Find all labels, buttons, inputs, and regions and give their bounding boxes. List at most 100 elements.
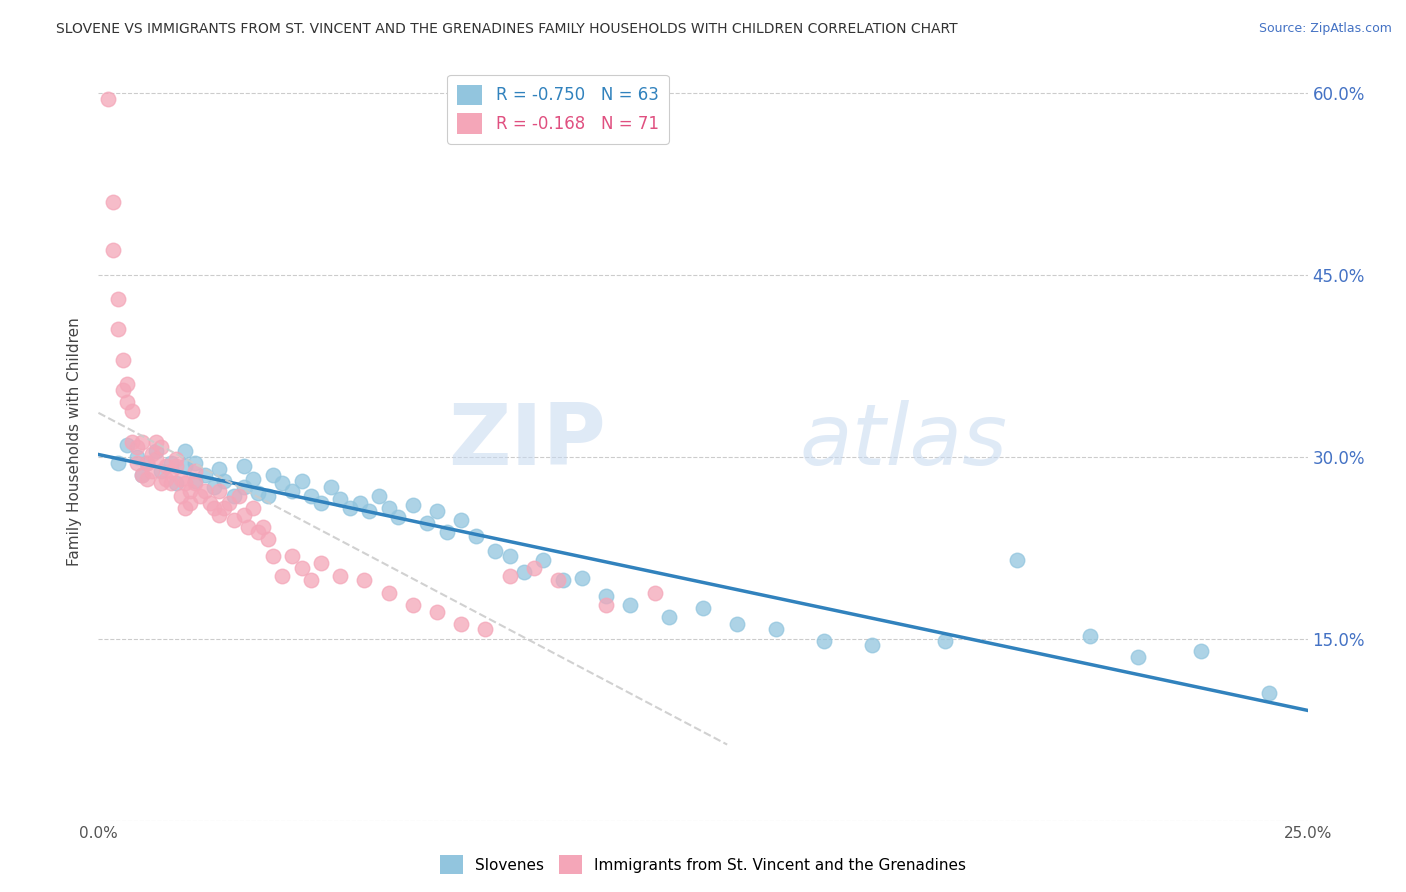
Point (484, 544, 506, 558)
Y-axis label: Family Households with Children: Family Households with Children (67, 318, 83, 566)
Point (464, 528, 486, 542)
Point (353, 574, 375, 588)
Point (145, 435, 167, 450)
Point (150, 476, 173, 491)
Point (208, 483, 231, 498)
Point (242, 471, 264, 485)
Point (232, 480, 254, 494)
Point (179, 483, 201, 498)
Point (513, 565, 536, 579)
Point (160, 476, 183, 491)
Text: Source: ZipAtlas.com: Source: ZipAtlas.com (1258, 22, 1392, 36)
Point (290, 561, 312, 575)
Point (247, 524, 270, 539)
Point (547, 574, 569, 588)
Point (644, 585, 666, 599)
Point (121, 435, 143, 450)
Point (299, 489, 322, 503)
Point (1189, 644, 1212, 658)
Point (121, 403, 143, 417)
Point (1078, 629, 1101, 643)
Point (127, 440, 149, 454)
Point (813, 634, 835, 648)
Point (160, 456, 183, 470)
Point (281, 483, 304, 498)
Point (262, 467, 284, 482)
Point (198, 496, 221, 510)
Point (204, 500, 226, 515)
Point (377, 585, 399, 599)
Point (242, 500, 264, 515)
Point (131, 435, 153, 450)
Point (141, 464, 163, 478)
Point (165, 476, 187, 491)
Point (165, 452, 187, 467)
Point (339, 500, 361, 515)
Point (155, 471, 177, 485)
Point (212, 500, 235, 515)
Point (117, 395, 139, 409)
Point (165, 459, 187, 474)
Point (155, 459, 177, 474)
Point (174, 476, 197, 491)
Legend: Slovenes, Immigrants from St. Vincent and the Grenadines: Slovenes, Immigrants from St. Vincent an… (433, 849, 973, 880)
Point (450, 513, 472, 527)
Point (498, 549, 520, 564)
Point (111, 352, 134, 367)
Point (523, 561, 546, 575)
Point (174, 443, 197, 458)
Point (309, 557, 332, 571)
Point (387, 510, 409, 524)
Point (97, 92, 120, 106)
Point (145, 452, 167, 467)
Point (247, 486, 270, 500)
Point (212, 474, 235, 488)
Point (238, 520, 260, 534)
Point (377, 500, 399, 515)
Point (127, 456, 149, 470)
Point (1007, 553, 1029, 567)
Point (319, 480, 342, 494)
Point (658, 610, 681, 624)
Point (256, 489, 278, 503)
Point (860, 638, 883, 652)
Point (169, 489, 191, 503)
Point (208, 508, 231, 522)
Point (184, 464, 207, 478)
Point (107, 292, 129, 306)
Point (131, 467, 153, 482)
Point (188, 489, 211, 503)
Point (117, 437, 139, 451)
Point (281, 549, 304, 564)
Point (184, 476, 207, 491)
Point (208, 462, 231, 476)
Point (290, 474, 312, 488)
Point (329, 492, 352, 507)
Point (194, 467, 217, 482)
Point (204, 480, 226, 494)
Point (101, 194, 124, 209)
Point (135, 471, 157, 485)
Point (232, 459, 254, 474)
Point (450, 617, 472, 632)
Point (571, 571, 593, 585)
Point (150, 464, 173, 478)
Point (179, 496, 201, 510)
Point (474, 622, 496, 636)
Point (256, 532, 278, 546)
Text: SLOVENE VS IMMIGRANTS FROM ST. VINCENT AND THE GRENADINES FAMILY HOUSEHOLDS WITH: SLOVENE VS IMMIGRANTS FROM ST. VINCENT A… (56, 22, 957, 37)
Point (117, 376, 139, 391)
Point (349, 496, 371, 510)
Point (329, 568, 352, 582)
Point (551, 574, 574, 588)
Point (252, 520, 274, 534)
Point (222, 513, 245, 527)
Point (531, 553, 554, 567)
Point (426, 605, 449, 619)
Point (135, 456, 157, 470)
Text: ZIP: ZIP (449, 400, 606, 483)
Point (141, 447, 163, 461)
Point (194, 483, 217, 498)
Point (101, 244, 124, 258)
Point (402, 598, 425, 612)
